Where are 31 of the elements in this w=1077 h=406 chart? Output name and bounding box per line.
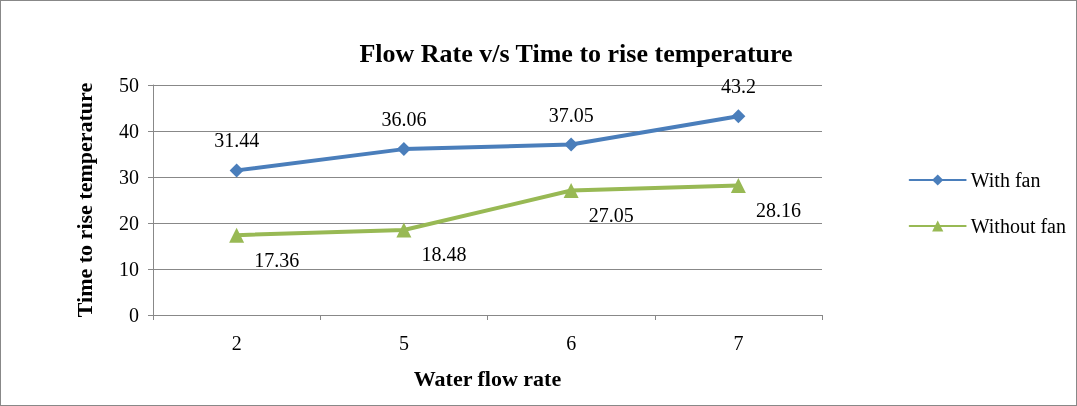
data-label: 17.36 bbox=[254, 248, 300, 271]
point bbox=[229, 227, 245, 243]
point bbox=[564, 137, 579, 152]
point bbox=[731, 109, 746, 124]
point bbox=[229, 163, 244, 178]
legend-label: Without fan bbox=[970, 215, 1067, 237]
chart-title: Flow Rate v/s Time to rise temperature bbox=[359, 38, 793, 68]
point bbox=[563, 183, 579, 199]
data-label: 37.05 bbox=[548, 103, 594, 126]
x-tick-label: 5 bbox=[398, 332, 409, 354]
y-tick-label: 40 bbox=[119, 120, 139, 142]
y-tick-label: 0 bbox=[129, 304, 139, 326]
point bbox=[396, 222, 412, 238]
data-label: 18.48 bbox=[421, 243, 467, 266]
point bbox=[396, 142, 411, 157]
data-label: 36.06 bbox=[381, 108, 427, 131]
y-tick-label: 30 bbox=[119, 166, 139, 188]
legend-label: With fan bbox=[970, 169, 1041, 191]
y-tick-label: 50 bbox=[119, 74, 139, 96]
data-label: 27.05 bbox=[588, 204, 634, 227]
y-tick-label: 10 bbox=[119, 258, 139, 280]
point bbox=[730, 177, 746, 193]
y-axis-title: Time to rise temperature bbox=[71, 82, 97, 318]
x-axis-title: Water flow rate bbox=[413, 365, 562, 391]
x-tick-label: 2 bbox=[231, 332, 242, 354]
data-label: 31.44 bbox=[214, 129, 260, 152]
x-tick-label: 6 bbox=[566, 332, 577, 354]
data-label: 28.16 bbox=[755, 198, 801, 221]
y-tick-label: 20 bbox=[119, 212, 139, 234]
x-tick-label: 7 bbox=[733, 332, 744, 354]
data-label: 43.2 bbox=[720, 75, 756, 98]
